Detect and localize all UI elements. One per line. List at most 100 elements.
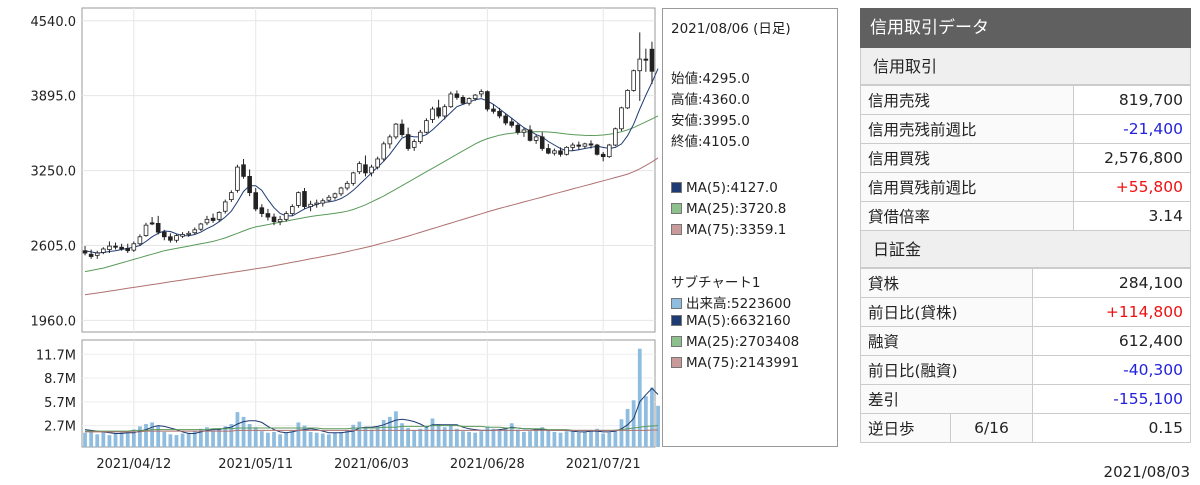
x-tick-label: 2021/05/11 <box>218 457 293 472</box>
candle-body <box>533 136 539 141</box>
candle-body <box>576 144 582 147</box>
volume-bar <box>180 433 185 447</box>
row-value: 2,576,800 <box>1073 143 1191 173</box>
volume-bar <box>113 433 118 447</box>
candle-body <box>497 110 502 117</box>
row-label: 差引 <box>860 384 1033 414</box>
candle-body <box>460 97 466 104</box>
candle-body <box>131 243 137 251</box>
candle-body <box>192 229 198 234</box>
volume-bar <box>375 426 380 447</box>
volume-bar <box>290 431 295 447</box>
row-value: +114,800 <box>1032 297 1191 327</box>
legend-ma75-label: MA(75):3359.1 <box>686 222 787 238</box>
candle-body <box>454 93 460 98</box>
candle-body <box>411 141 417 148</box>
legend-volume-label: 出来高:5223600 <box>686 296 792 312</box>
volume-bar <box>558 432 563 447</box>
y-tick-label: 2605.0 <box>31 239 77 254</box>
candle-body <box>436 107 441 117</box>
legend-vma75: MA(75):2143991 <box>671 355 799 371</box>
candle-body <box>125 247 131 252</box>
volume-bar <box>272 431 276 447</box>
volume-bar <box>503 427 508 447</box>
volume-bar <box>125 432 130 447</box>
candle-body <box>509 121 515 126</box>
row-value: -40,300 <box>1032 355 1191 385</box>
candle-body <box>552 150 557 154</box>
volume-bar <box>247 424 252 447</box>
candle-body <box>387 136 393 145</box>
candle-body <box>229 192 234 201</box>
candle-body <box>637 58 643 72</box>
volume-bar <box>314 432 319 447</box>
candle-body <box>594 144 600 155</box>
volume-bar <box>461 431 465 447</box>
candle-body <box>332 193 338 198</box>
candle-body <box>338 187 344 195</box>
volume-bar <box>637 348 642 447</box>
candle-body <box>247 175 252 194</box>
table-row: 信用売残前週比 -21,400 <box>859 114 1191 144</box>
candle-body <box>558 150 563 155</box>
volume-bar <box>656 405 660 447</box>
volume-bar <box>259 431 264 447</box>
volume-bar <box>400 423 404 447</box>
volume-bar <box>631 400 636 447</box>
vma75-swatch <box>671 357 682 368</box>
volume-bar <box>473 432 478 447</box>
candle-body <box>259 207 265 214</box>
volume-ma-line <box>85 425 659 432</box>
x-tick-label: 2021/06/28 <box>450 457 525 472</box>
candle-body <box>466 98 472 104</box>
candle-body <box>113 245 118 248</box>
candle-body <box>527 129 533 141</box>
sub-y-tick-label: 11.7M <box>36 348 76 363</box>
volume-bar <box>430 418 435 447</box>
legend-vma75-label: MA(75):2143991 <box>686 355 800 371</box>
volume-bar <box>89 430 94 447</box>
candle-body <box>491 108 496 112</box>
info-date: 2021/08/06 (日足) <box>671 21 791 37</box>
candle-body <box>369 166 374 174</box>
candle-body <box>314 202 319 205</box>
candle-body <box>186 232 191 235</box>
table-row: 信用買残 2,576,800 <box>859 143 1191 173</box>
volume-bar <box>150 422 154 447</box>
candle-body <box>606 144 612 158</box>
candle-body <box>101 248 106 253</box>
candle-body <box>478 91 484 95</box>
volume-bar <box>412 430 417 447</box>
table-row: 信用買残前週比 +55,800 <box>859 172 1191 202</box>
volume-bar <box>607 432 612 447</box>
row-label: 貸借倍率 <box>859 201 1075 231</box>
volume-bar <box>613 429 618 447</box>
info-low: 安値:3995.0 <box>671 113 750 129</box>
volume-bar <box>101 431 106 447</box>
table-row: 貸借倍率 3.14 <box>859 201 1191 231</box>
volume-bar <box>515 429 520 447</box>
volume-bar <box>601 433 606 447</box>
legend-ma75: MA(75):3359.1 <box>671 222 786 238</box>
candle-body <box>649 48 655 72</box>
volume-bar <box>625 408 630 447</box>
candle-body <box>375 158 380 168</box>
candle-body <box>600 153 606 158</box>
candle-body <box>564 146 569 155</box>
candle-body <box>539 136 545 149</box>
volume-bar <box>540 427 545 447</box>
candle-body <box>350 172 356 184</box>
volume-bar <box>570 430 575 447</box>
candle-body <box>296 192 301 206</box>
volume-bar <box>333 432 337 447</box>
candle-body <box>82 250 88 254</box>
gyakuhibu-label: 逆日歩 <box>860 413 951 443</box>
volume-bar <box>436 424 441 447</box>
volume-bar <box>387 416 392 447</box>
volume-bar <box>302 425 307 447</box>
volume-bar <box>485 426 490 447</box>
section-jsf: 日証金 <box>860 231 1191 268</box>
candle-body <box>271 216 277 223</box>
candle-body <box>204 218 210 224</box>
volume-bar <box>138 426 142 447</box>
